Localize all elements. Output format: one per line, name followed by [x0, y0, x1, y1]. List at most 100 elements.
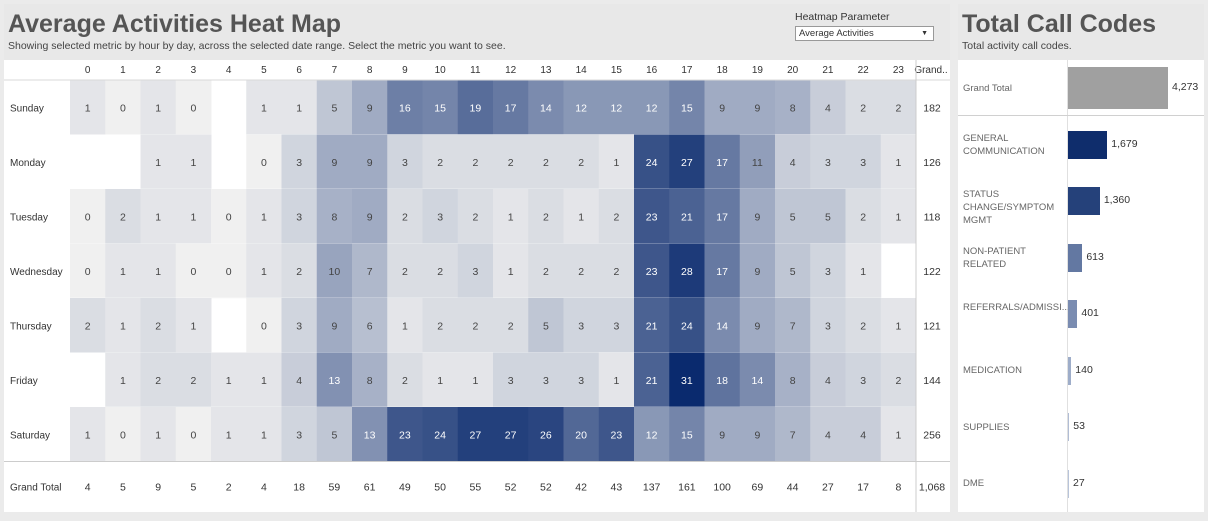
heatmap-cell[interactable]	[775, 80, 811, 135]
heatmap-cell[interactable]	[457, 134, 494, 190]
heatmap-cell[interactable]	[493, 189, 529, 244]
heatmap-cell[interactable]	[493, 134, 529, 190]
heatmap-cell[interactable]	[140, 134, 177, 190]
heatmap-cell[interactable]	[457, 80, 494, 135]
heatmap-cell[interactable]	[739, 189, 776, 244]
heatmap-cell[interactable]	[246, 298, 282, 353]
heatmap-cell[interactable]	[669, 80, 705, 135]
heatmap-cell[interactable]	[422, 134, 459, 190]
heatmap-cell[interactable]	[175, 243, 212, 299]
heatmap-cell[interactable]	[387, 189, 423, 244]
heatmap-cell[interactable]	[845, 189, 882, 244]
heatmap-cell[interactable]	[316, 80, 353, 135]
heatmap-cell[interactable]	[457, 298, 494, 353]
heatmap-cell[interactable]	[528, 189, 564, 244]
heatmap-cell[interactable]	[704, 243, 741, 299]
heatmap-cell[interactable]	[140, 80, 177, 135]
heatmap-cell[interactable]	[352, 189, 388, 244]
heatmap-cell[interactable]	[775, 189, 811, 244]
heatmap-cell[interactable]	[457, 407, 494, 462]
heatmap-cell[interactable]	[70, 407, 106, 462]
heatmap-cell[interactable]	[352, 352, 388, 408]
heatmap-cell[interactable]	[457, 189, 494, 244]
heatmap-cell[interactable]	[281, 243, 318, 299]
heatmap-cell[interactable]	[563, 134, 600, 190]
heatmap-cell[interactable]	[175, 134, 212, 190]
heatmap-cell[interactable]	[528, 352, 564, 408]
heatmap-cell[interactable]	[669, 243, 705, 299]
heatmap-cell[interactable]	[739, 352, 776, 408]
heatmap-cell[interactable]	[563, 189, 600, 244]
heatmap-cell[interactable]	[598, 298, 635, 353]
heatmap-cell[interactable]	[810, 134, 846, 190]
bar-4[interactable]	[1068, 300, 1078, 329]
bar-1[interactable]	[1068, 130, 1108, 159]
heatmap-cell[interactable]	[493, 80, 529, 135]
heatmap-cell[interactable]	[387, 80, 423, 135]
heatmap-cell[interactable]	[422, 243, 459, 299]
heatmap-cell[interactable]	[387, 243, 423, 299]
heatmap-cell[interactable]	[880, 80, 917, 135]
heatmap-cell[interactable]	[528, 134, 564, 190]
heatmap-cell[interactable]	[281, 352, 318, 408]
bar-5[interactable]	[1068, 356, 1072, 385]
heatmap-cell[interactable]	[105, 298, 141, 353]
heatmap-cell[interactable]	[880, 407, 917, 462]
heatmap-cell[interactable]	[669, 352, 705, 408]
heatmap-cell[interactable]	[598, 80, 635, 135]
heatmap-cell[interactable]	[140, 352, 177, 408]
heatmap-cell[interactable]	[175, 189, 212, 244]
heatmap-cell[interactable]	[211, 352, 247, 408]
heatmap-cell[interactable]	[739, 243, 776, 299]
heatmap-cell[interactable]	[845, 80, 882, 135]
heatmap-cell[interactable]	[669, 298, 705, 353]
heatmap-cell[interactable]	[739, 298, 776, 353]
heatmap-cell[interactable]	[457, 352, 494, 408]
heatmap-cell[interactable]	[246, 243, 282, 299]
heatmap-cell[interactable]	[563, 243, 600, 299]
heatmap-cell[interactable]	[316, 407, 353, 462]
heatmap-cell[interactable]	[316, 352, 353, 408]
heatmap-cell[interactable]	[105, 352, 141, 408]
heatmap-cell[interactable]	[175, 352, 212, 408]
heatmap-cell[interactable]	[704, 298, 741, 353]
heatmap-cell[interactable]	[880, 352, 917, 408]
heatmap-cell[interactable]	[845, 298, 882, 353]
heatmap-cell[interactable]	[457, 243, 494, 299]
heatmap-cell[interactable]	[246, 352, 282, 408]
heatmap-cell[interactable]	[775, 352, 811, 408]
heatmap-cell[interactable]	[352, 80, 388, 135]
heatmap-cell[interactable]	[387, 352, 423, 408]
heatmap-cell[interactable]	[528, 80, 564, 135]
heatmap-cell[interactable]	[70, 80, 106, 135]
heatmap-cell[interactable]	[704, 189, 741, 244]
heatmap-cell[interactable]	[422, 407, 459, 462]
heatmap-cell[interactable]	[634, 134, 670, 190]
heatmap-cell[interactable]	[775, 134, 811, 190]
heatmap-cell[interactable]	[634, 298, 670, 353]
heatmap-cell[interactable]	[563, 80, 600, 135]
heatmap-cell[interactable]	[634, 80, 670, 135]
heatmap-cell[interactable]	[352, 298, 388, 353]
bar-3[interactable]	[1068, 243, 1083, 272]
heatmap-cell[interactable]	[422, 298, 459, 353]
heatmap-cell[interactable]	[810, 189, 846, 244]
heatmap-cell[interactable]	[598, 189, 635, 244]
heatmap-cell[interactable]	[880, 189, 917, 244]
heatmap-cell[interactable]	[140, 298, 177, 353]
heatmap-cell[interactable]	[281, 189, 318, 244]
heatmap-cell[interactable]	[281, 407, 318, 462]
heatmap-cell[interactable]	[387, 134, 423, 190]
heatmap-cell[interactable]	[140, 243, 177, 299]
heatmap-cell[interactable]	[211, 243, 247, 299]
bar-6[interactable]	[1068, 413, 1070, 442]
heatmap-cell[interactable]	[140, 407, 177, 462]
heatmap-cell[interactable]	[810, 80, 846, 135]
heatmap-cell[interactable]	[316, 134, 353, 190]
heatmap-cell[interactable]	[246, 80, 282, 135]
bar-7[interactable]	[1068, 469, 1069, 498]
heatmap-cell[interactable]	[316, 189, 353, 244]
heatmap-cell[interactable]	[669, 407, 705, 462]
heatmap-cell[interactable]	[775, 407, 811, 462]
heatmap-cell[interactable]	[246, 134, 282, 190]
